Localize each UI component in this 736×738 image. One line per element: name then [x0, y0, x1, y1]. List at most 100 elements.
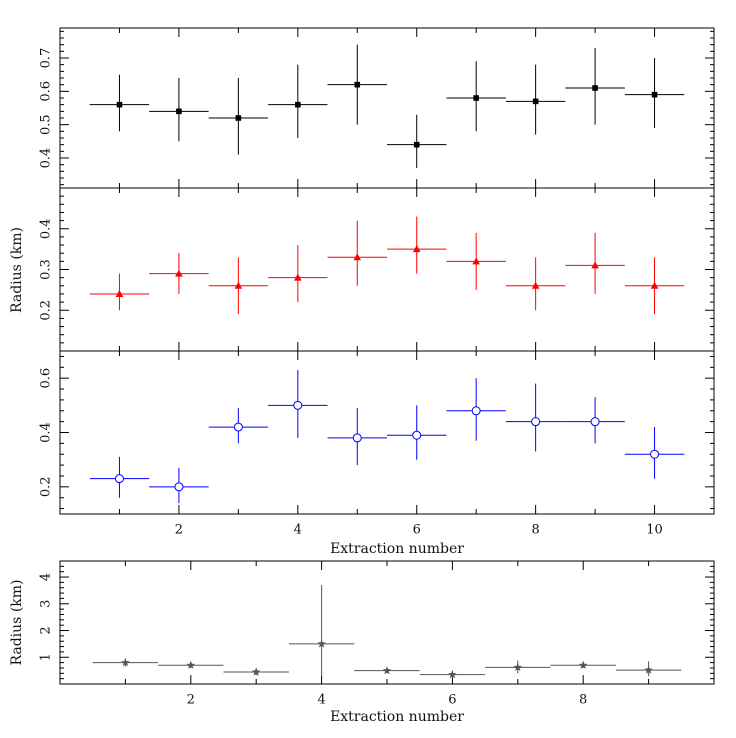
y-tick-label: 0.4	[39, 422, 54, 443]
data-point	[223, 667, 289, 676]
marker-triangle	[234, 281, 243, 289]
data-point	[446, 232, 506, 290]
marker-square	[176, 108, 182, 115]
marker-star	[186, 660, 196, 669]
data-point	[288, 585, 355, 676]
data-point	[354, 666, 420, 675]
marker-square	[235, 115, 242, 121]
x-tick-label: 10	[646, 523, 663, 538]
marker-triangle	[412, 245, 421, 253]
y-tick-label: 4	[39, 573, 54, 581]
data-point	[565, 232, 625, 294]
panel-bottom: 1 2 3 4 2 4 6 8 Radius (km) Extraction number	[9, 560, 715, 725]
plot-frame	[59, 27, 715, 189]
data-point	[419, 670, 486, 679]
data-point	[615, 661, 682, 676]
marker-circle	[650, 449, 660, 459]
data-point	[327, 408, 387, 466]
marker-square	[295, 101, 301, 108]
data-point	[268, 64, 328, 138]
marker-star	[513, 662, 523, 672]
marker-square	[116, 101, 123, 108]
y-tick-label: 3	[39, 600, 54, 608]
y-axis-title: Radius (km)	[9, 580, 25, 666]
marker-circle	[471, 406, 481, 416]
marker-square	[354, 81, 361, 88]
y-tick-label: 0.2	[39, 476, 54, 497]
panel-third: 0.2 0.4 0.6 2 4 6 8 10 Extraction number	[39, 350, 715, 557]
y-tick-label: 0.7	[39, 48, 54, 69]
marker-square	[651, 91, 658, 98]
marker-triangle	[531, 281, 540, 289]
y-tick-label: 0.6	[39, 81, 54, 102]
marker-star	[382, 666, 392, 675]
marker-triangle	[115, 289, 124, 297]
x-axis-title: Extraction number	[330, 541, 464, 557]
y-tick-label: 0.6	[39, 368, 54, 389]
y-axis-title: Radius (km)	[9, 227, 25, 313]
plot-frame	[59, 187, 715, 352]
x-tick-label: 8	[531, 523, 539, 538]
data-point	[624, 257, 685, 315]
marker-star	[578, 660, 588, 669]
marker-star	[317, 639, 326, 648]
y-tick-label: 0.4	[39, 148, 54, 169]
x-tick-label: 6	[413, 523, 421, 538]
marker-star	[448, 670, 457, 679]
plot-frame	[59, 350, 715, 515]
data-point	[565, 397, 625, 444]
marker-square	[532, 98, 539, 105]
marker-star	[644, 665, 653, 674]
y-tick-label: 2	[39, 626, 54, 634]
data-point	[89, 456, 150, 498]
x-tick-label: 2	[187, 693, 195, 708]
data-point	[505, 383, 566, 452]
marker-circle	[293, 400, 303, 410]
marker-triangle	[472, 257, 480, 265]
x-tick-label: 8	[579, 693, 587, 708]
marker-circle	[114, 474, 124, 484]
data-point	[505, 257, 566, 311]
x-axis-title: Extraction number	[330, 709, 464, 725]
data-point	[624, 427, 685, 479]
data-point	[149, 78, 209, 142]
marker-circle	[531, 417, 541, 427]
data-point	[387, 216, 447, 274]
data-point	[446, 61, 506, 132]
y-tick-label: 0.5	[39, 114, 54, 135]
marker-triangle	[175, 269, 183, 277]
data-point	[149, 467, 209, 504]
marker-triangle	[294, 273, 302, 281]
data-point	[565, 48, 625, 125]
data-point	[89, 74, 150, 132]
marker-triangle	[591, 261, 599, 269]
y-tick-label: 0.3	[39, 259, 54, 280]
marker-square	[473, 95, 479, 101]
marker-triangle	[353, 253, 362, 261]
y-tick-label: 0.2	[39, 300, 54, 321]
x-tick-label: 2	[175, 523, 183, 538]
marker-circle	[233, 422, 243, 432]
data-point	[387, 114, 447, 168]
panel-middle: 0.2 0.3 0.4 Radius (km)	[9, 187, 715, 352]
data-point	[327, 220, 387, 286]
y-tick-label: 0.4	[39, 218, 54, 239]
marker-circle	[590, 417, 600, 427]
data-point	[624, 58, 685, 128]
marker-circle	[174, 482, 184, 492]
marker-square	[592, 85, 598, 91]
x-tick-label: 4	[317, 693, 325, 708]
y-tick-label: 1	[39, 653, 54, 661]
data-point	[268, 370, 328, 438]
marker-star	[251, 667, 261, 676]
data-point	[208, 408, 269, 444]
data-point	[208, 257, 269, 315]
data-point	[158, 660, 224, 669]
marker-circle	[412, 430, 422, 440]
data-point	[387, 405, 447, 460]
data-point	[446, 378, 506, 441]
marker-square	[413, 141, 420, 148]
marker-star	[121, 658, 130, 667]
data-point	[327, 44, 387, 125]
